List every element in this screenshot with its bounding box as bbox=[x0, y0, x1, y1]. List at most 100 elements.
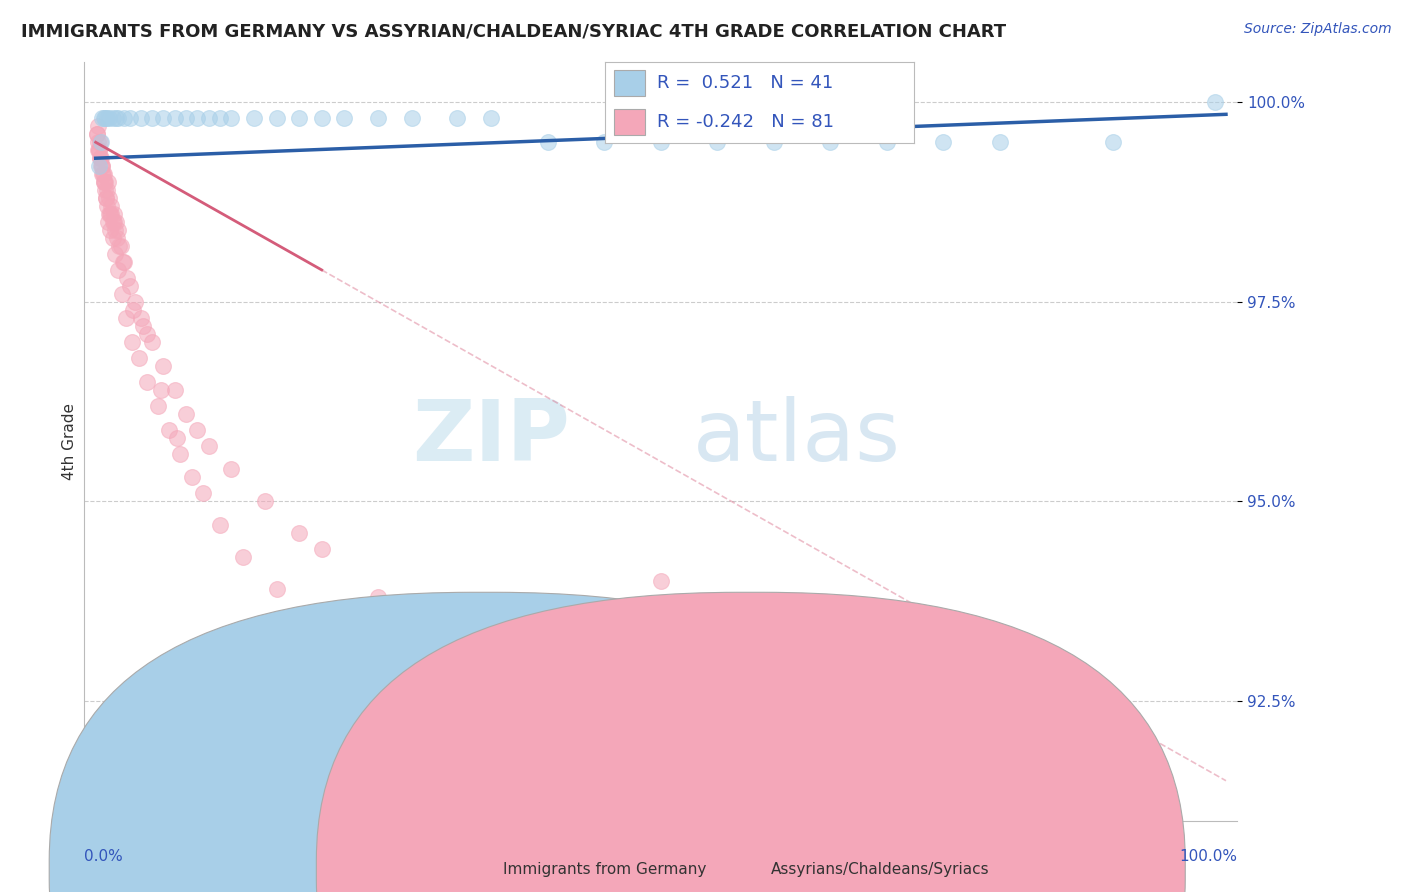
Point bbox=[118, 279, 141, 293]
Point bbox=[101, 215, 124, 229]
Point bbox=[186, 112, 208, 126]
Point bbox=[105, 215, 128, 229]
Point bbox=[135, 326, 157, 341]
Y-axis label: 4th Grade: 4th Grade bbox=[62, 403, 77, 480]
Point bbox=[107, 263, 129, 277]
Point bbox=[98, 112, 121, 126]
Point bbox=[1204, 95, 1226, 110]
Point bbox=[90, 135, 112, 149]
Point bbox=[94, 191, 117, 205]
Point bbox=[100, 207, 122, 221]
Point bbox=[650, 574, 672, 589]
Point bbox=[208, 518, 231, 533]
Point bbox=[311, 112, 333, 126]
Point bbox=[93, 175, 115, 189]
Point bbox=[89, 135, 111, 149]
Point bbox=[93, 112, 115, 126]
Point bbox=[333, 112, 356, 126]
Point bbox=[401, 112, 423, 126]
Point bbox=[103, 215, 125, 229]
Point bbox=[186, 423, 208, 437]
Point bbox=[90, 159, 112, 173]
Text: IMMIGRANTS FROM GERMANY VS ASSYRIAN/CHALDEAN/SYRIAC 4TH GRADE CORRELATION CHART: IMMIGRANTS FROM GERMANY VS ASSYRIAN/CHAL… bbox=[21, 22, 1007, 40]
Point bbox=[367, 590, 389, 604]
Point bbox=[98, 207, 121, 221]
Text: 100.0%: 100.0% bbox=[1180, 849, 1237, 863]
Point bbox=[128, 351, 150, 365]
Point bbox=[91, 112, 114, 126]
Point bbox=[174, 407, 197, 421]
Point bbox=[93, 175, 115, 189]
Point bbox=[146, 399, 169, 413]
Point bbox=[221, 462, 243, 476]
Point bbox=[112, 255, 135, 269]
Point bbox=[87, 143, 110, 157]
Point bbox=[650, 135, 672, 149]
Point bbox=[311, 542, 333, 557]
Point bbox=[107, 112, 129, 126]
Point bbox=[87, 159, 110, 173]
Point bbox=[87, 143, 110, 157]
Point bbox=[89, 151, 111, 165]
Point bbox=[132, 318, 155, 333]
Point bbox=[108, 239, 131, 253]
Point bbox=[208, 112, 231, 126]
Point bbox=[87, 135, 110, 149]
Point bbox=[367, 112, 389, 126]
Point bbox=[191, 486, 214, 500]
Point bbox=[174, 112, 197, 126]
Point bbox=[932, 135, 955, 149]
Point bbox=[141, 334, 163, 349]
Point bbox=[86, 128, 108, 142]
Point bbox=[91, 167, 114, 181]
Point bbox=[266, 112, 288, 126]
Point bbox=[97, 175, 120, 189]
Point bbox=[89, 151, 111, 165]
Point bbox=[101, 112, 124, 126]
Text: ZIP: ZIP bbox=[412, 396, 571, 479]
Point bbox=[197, 112, 219, 126]
Point bbox=[150, 383, 173, 397]
Text: Assyrians/Chaldeans/Syriacs: Assyrians/Chaldeans/Syriacs bbox=[770, 863, 988, 877]
Point bbox=[104, 247, 127, 261]
Point bbox=[446, 112, 468, 126]
Point bbox=[163, 383, 186, 397]
Point bbox=[105, 112, 128, 126]
Point bbox=[479, 112, 502, 126]
Text: Immigrants from Germany: Immigrants from Germany bbox=[503, 863, 707, 877]
Point bbox=[87, 143, 110, 157]
Point bbox=[129, 310, 152, 325]
Point bbox=[111, 286, 134, 301]
Point bbox=[100, 199, 122, 213]
Point bbox=[94, 191, 117, 205]
Point bbox=[90, 151, 112, 165]
Point bbox=[93, 167, 115, 181]
Point bbox=[1102, 135, 1125, 149]
Point bbox=[90, 159, 112, 173]
Point bbox=[266, 582, 288, 597]
Point bbox=[221, 112, 243, 126]
Point bbox=[111, 255, 134, 269]
Point bbox=[129, 112, 152, 126]
Point bbox=[91, 167, 114, 181]
Point bbox=[112, 112, 135, 126]
Point bbox=[91, 159, 114, 173]
Point bbox=[110, 239, 132, 253]
Point bbox=[876, 135, 898, 149]
Point bbox=[152, 359, 174, 373]
Point bbox=[124, 294, 146, 309]
Point bbox=[141, 112, 163, 126]
Point bbox=[122, 302, 145, 317]
Point bbox=[243, 112, 266, 126]
Point bbox=[96, 183, 118, 197]
Point bbox=[101, 231, 124, 245]
Point bbox=[96, 112, 118, 126]
Point bbox=[117, 271, 139, 285]
Point bbox=[121, 334, 143, 349]
Point bbox=[163, 112, 186, 126]
Point bbox=[104, 223, 127, 237]
Point bbox=[98, 191, 121, 205]
Point bbox=[706, 135, 728, 149]
Text: 0.0%: 0.0% bbox=[84, 849, 124, 863]
Point bbox=[537, 135, 560, 149]
